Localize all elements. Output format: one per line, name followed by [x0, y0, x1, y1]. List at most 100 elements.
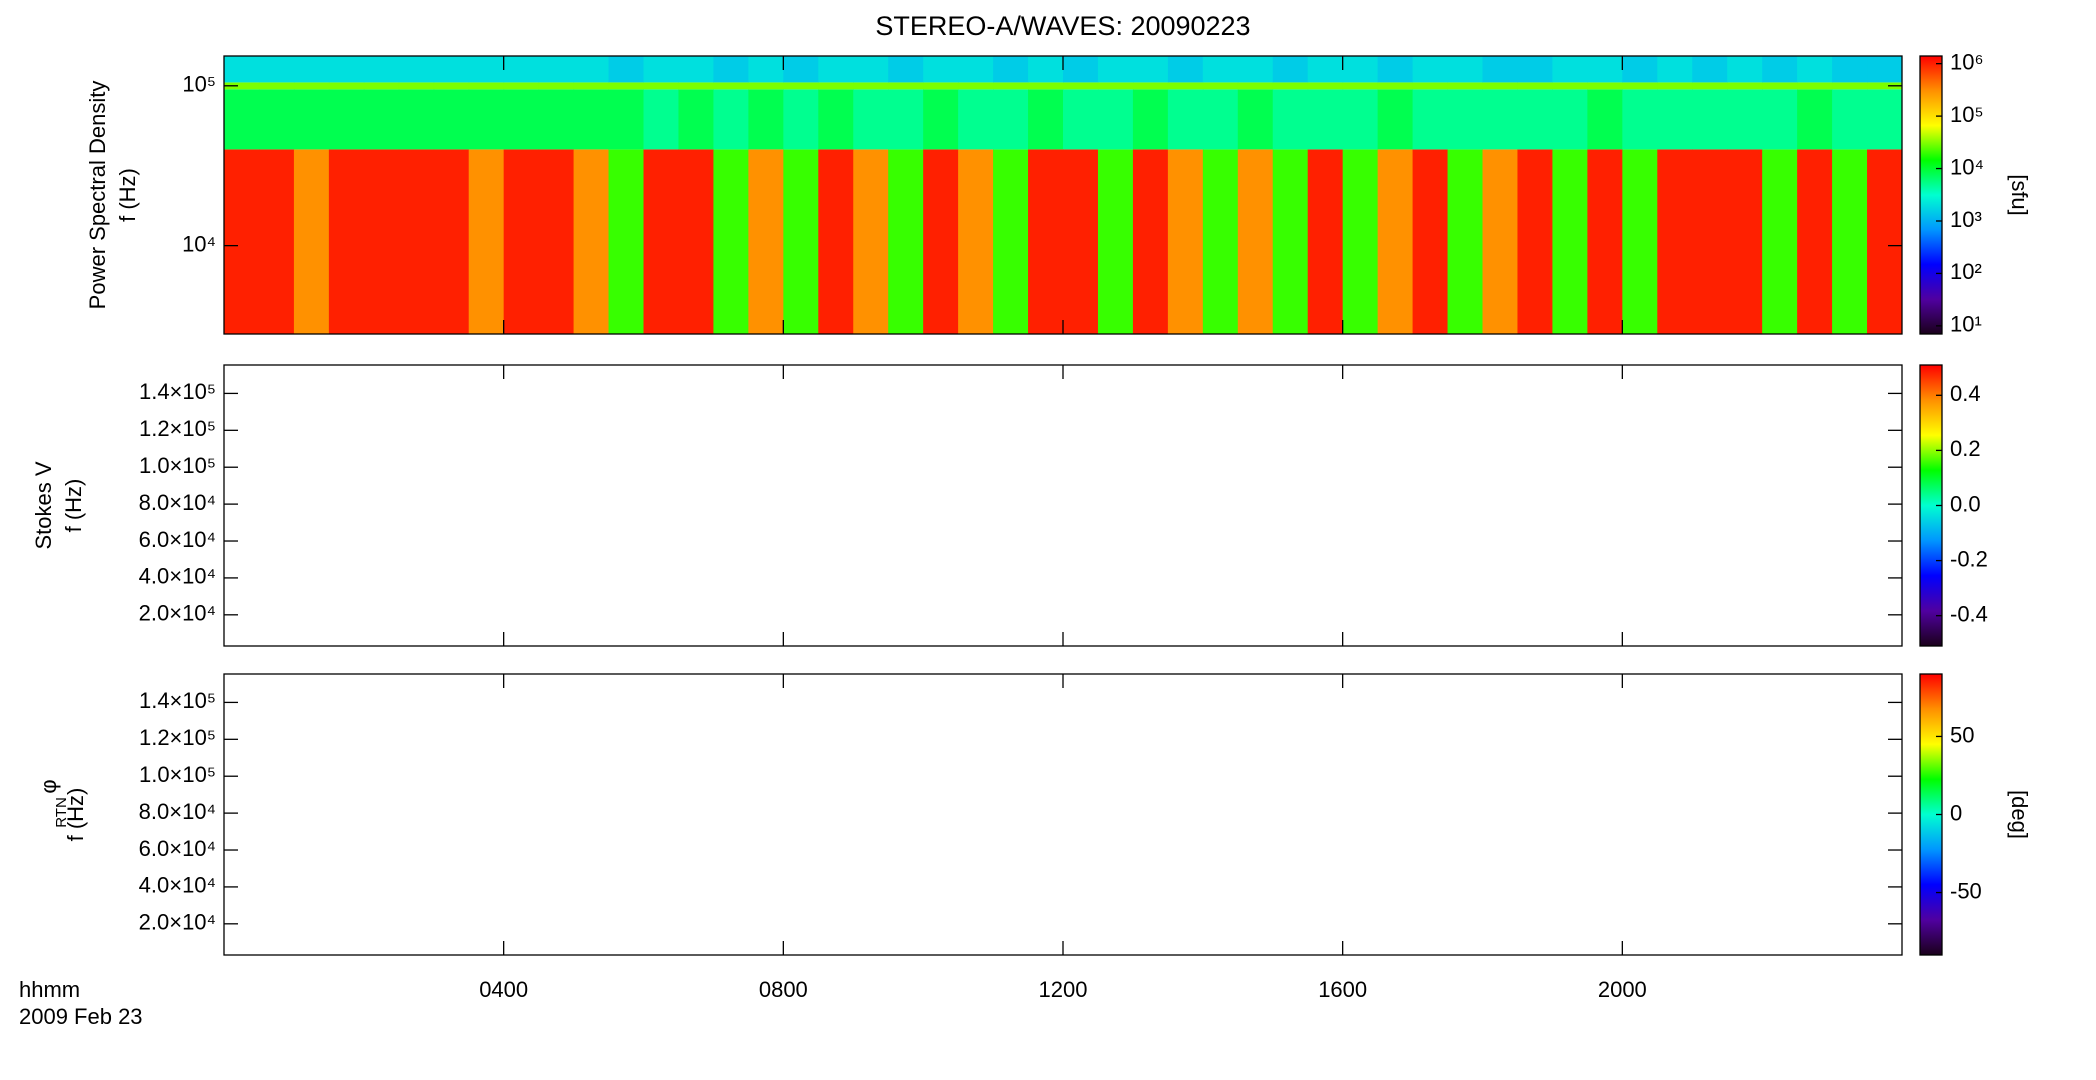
spectrogram-cell — [1552, 89, 1588, 150]
spectrogram-cell — [1727, 89, 1763, 150]
spectrogram-cell — [1202, 149, 1239, 334]
spectrogram-cell — [1377, 89, 1414, 150]
y-tick-label: 4.0×10⁴ — [139, 873, 216, 898]
spectrogram-cell — [818, 149, 854, 334]
spectrogram-cell — [258, 149, 295, 334]
spectrogram-cell — [923, 89, 959, 150]
spectrogram-cell — [1412, 149, 1449, 334]
spectrogram-cell — [1063, 89, 1099, 150]
spectrogram-cell — [993, 56, 1029, 83]
spectrogram-cell — [678, 56, 714, 83]
spectrogram-cell — [853, 149, 889, 334]
y-axis-label: Stokes V — [31, 461, 56, 549]
spectrogram-cell — [958, 56, 994, 83]
spectrogram-cell — [1237, 89, 1274, 150]
y-tick-label: 4.0×10⁴ — [139, 564, 216, 589]
spectrogram-cell — [468, 82, 505, 90]
colorbar-tick-label: -0.4 — [1950, 602, 1988, 627]
spectrogram-cell — [1132, 89, 1169, 150]
spectrogram-cell — [1342, 149, 1379, 334]
spectrogram-cell — [1762, 82, 1798, 90]
spectrogram-cell — [818, 56, 854, 83]
date-label: 2009 Feb 23 — [19, 1004, 143, 1029]
spectrogram-cell — [1727, 82, 1763, 90]
spectrogram-cell — [1622, 56, 1658, 83]
spectrogram-cell — [1622, 89, 1658, 150]
colorbar-label: [sfu] — [2007, 174, 2032, 216]
spectrogram-cell — [748, 56, 784, 83]
y-tick-label: 10⁵ — [182, 72, 216, 97]
spectrogram-cell — [258, 82, 295, 90]
spectrogram-cell — [958, 89, 994, 150]
plot-frame — [223, 673, 1903, 956]
spectrogram-cell — [1342, 89, 1379, 150]
spectrogram-cell — [1377, 149, 1414, 334]
spectrogram-cell — [1587, 82, 1623, 90]
colorbar-tick-label: 0.0 — [1950, 491, 1981, 516]
spectrogram-cell — [398, 149, 435, 334]
y-tick-label: 1.0×10⁵ — [139, 453, 216, 478]
spectrogram-cell — [1028, 56, 1064, 83]
spectrogram-cell — [1447, 89, 1483, 150]
spectrogram-cell — [1832, 56, 1868, 83]
spectrogram-cell — [1832, 82, 1868, 90]
spectrogram-cell — [328, 56, 365, 83]
spectrogram-cell — [608, 82, 644, 90]
spectrogram-cell — [224, 89, 260, 150]
spectrogram-cell — [293, 56, 330, 83]
x-tick-label: 2000 — [1598, 977, 1647, 1002]
spectrogram-cell — [1692, 82, 1728, 90]
spectrogram-cell — [1587, 56, 1623, 83]
spectrogram-cell — [1132, 56, 1169, 83]
spectrogram-cell — [1867, 149, 1903, 334]
spectrogram-cell — [1063, 56, 1099, 83]
spectrogram-cell — [224, 56, 260, 83]
spectrogram-cell — [923, 149, 959, 334]
spectrogram-cell — [1797, 149, 1833, 334]
spectrogram-cell — [1762, 149, 1798, 334]
spectrogram-cell — [1517, 89, 1553, 150]
spectrogram-cell — [468, 149, 505, 334]
spectrogram-cell — [1832, 149, 1868, 334]
spectrogram-cell — [678, 82, 714, 90]
y-axis-label-symbol: φ — [36, 779, 61, 793]
spectrogram-cell — [363, 149, 400, 334]
spectrogram-cell — [398, 82, 435, 90]
y-tick-label: 1.4×10⁵ — [139, 688, 216, 713]
spectrogram-cell — [468, 56, 505, 83]
spectrogram-cell — [818, 82, 854, 90]
spectrogram-cell — [1482, 82, 1518, 90]
spectrogram-cell — [1447, 149, 1483, 334]
spectrogram-cell — [503, 82, 540, 90]
spectrogram-cell — [1063, 82, 1099, 90]
spectrogram-cell — [1797, 89, 1833, 150]
spectrogram-cell — [1552, 56, 1588, 83]
spectrogram-cell — [1517, 82, 1553, 90]
spectrogram-cell — [503, 149, 540, 334]
spectrogram-cell — [538, 89, 575, 150]
spectrogram-cell — [1587, 149, 1623, 334]
spectrogram-cell — [1517, 149, 1553, 334]
spectrogram-cell — [1622, 82, 1658, 90]
spectrogram-cell — [328, 82, 365, 90]
spectrogram-cell — [1272, 82, 1309, 90]
spectrogram-cell — [1692, 89, 1728, 150]
spectrogram-cell — [608, 56, 644, 83]
spectrogram-cell — [1132, 149, 1169, 334]
spectrogram-cell — [1587, 89, 1623, 150]
colorbar-tick-label: 10¹ — [1950, 312, 1982, 337]
colorbar-tick-label: 10⁵ — [1950, 102, 1984, 127]
x-tick-label: 1600 — [1318, 977, 1367, 1002]
spectrogram-cell — [783, 56, 819, 83]
spectrogram-cell — [1657, 89, 1693, 150]
spectrogram-cell — [503, 56, 540, 83]
y-axis-label: f (Hz) — [61, 479, 86, 533]
spectrogram-cell — [1202, 89, 1239, 150]
y-tick-label: 1.4×10⁵ — [139, 379, 216, 404]
spectrogram-cell — [643, 82, 679, 90]
spectrogram-cell — [993, 82, 1029, 90]
spectrogram-cell — [608, 149, 644, 334]
spectrogram-cell — [748, 89, 784, 150]
